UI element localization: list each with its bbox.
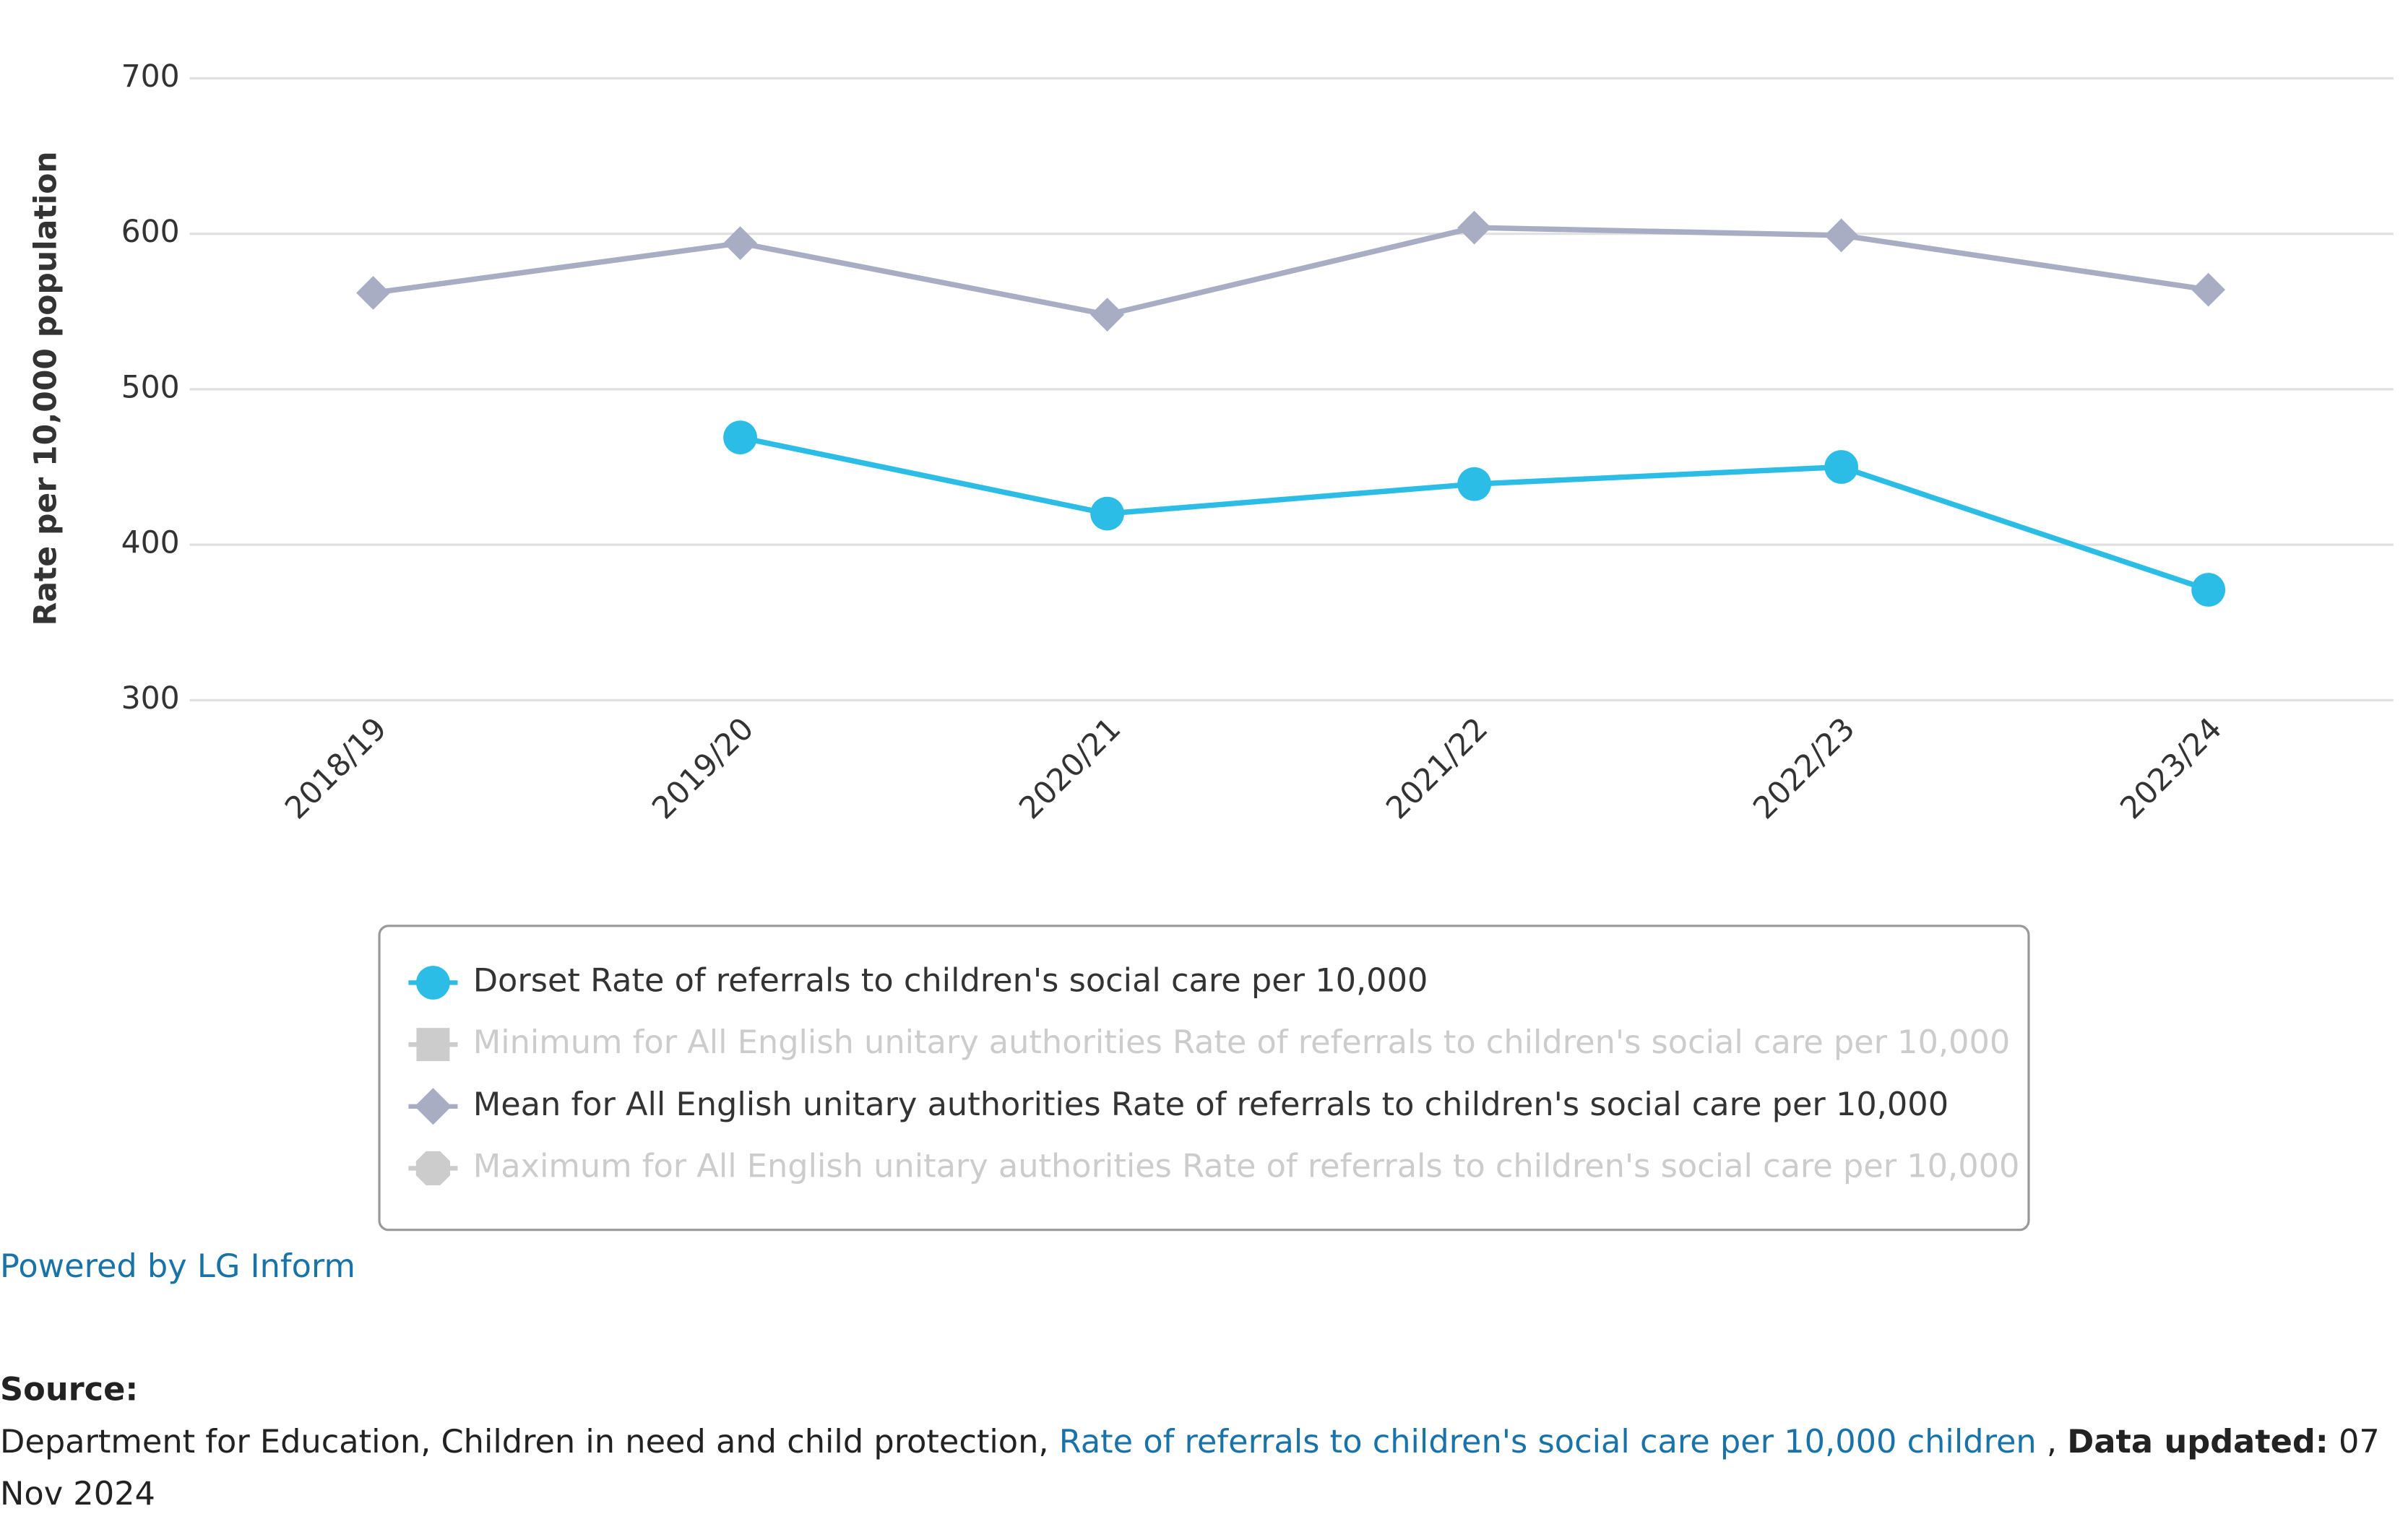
powered-by-link[interactable]: Powered by LG Inform: [0, 1247, 355, 1285]
data-point: [2191, 272, 2226, 307]
legend-label: Dorset Rate of referrals to children's s…: [473, 961, 1428, 999]
legend-item[interactable]: Dorset Rate of referrals to children's s…: [408, 961, 1428, 1000]
legend-box: [378, 925, 2030, 1232]
legend-marker: [414, 1088, 452, 1125]
legend-label: Mean for All English unitary authorities…: [473, 1086, 1949, 1123]
data-point: [356, 276, 390, 310]
updated-date: 07 Nov 2024: [0, 1423, 2380, 1512]
updated-label: Data updated:: [2067, 1423, 2329, 1460]
x-tick-label: 2018/19: [279, 711, 394, 826]
y-tick-label: 600: [121, 215, 180, 250]
data-point: [1457, 467, 1491, 501]
y-axis-label: Rate per 10,000 population: [28, 151, 64, 626]
legend-marker: [416, 1028, 450, 1062]
footer: Source: Department for Education, Childr…: [0, 1371, 2380, 1512]
y-tick-label: 300: [121, 681, 180, 717]
data-point: [1824, 450, 1859, 484]
x-tick-label: 2022/23: [1747, 711, 1862, 826]
footer-text: Source: Department for Education, Childr…: [0, 1371, 2380, 1512]
x-tick-label: 2021/22: [1380, 711, 1495, 826]
legend-marker: [415, 1151, 451, 1186]
source-link[interactable]: Rate of referrals to children's social c…: [1058, 1423, 2037, 1460]
series-line: [739, 434, 2209, 593]
x-tick-label: 2020/21: [1013, 711, 1128, 826]
data-point: [723, 226, 757, 260]
y-tick-label: 400: [121, 526, 180, 561]
legend-item[interactable]: Mean for All English unitary authorities…: [408, 1086, 1949, 1125]
legend-marker: [416, 966, 450, 1000]
y-tick-label: 700: [121, 59, 180, 95]
data-point: [1090, 496, 1124, 531]
legend-label: Maximum for All English unitary authorit…: [473, 1147, 2020, 1185]
data-point: [723, 420, 757, 455]
x-tick-label: 2019/20: [646, 711, 761, 826]
source-label: Source:: [0, 1371, 139, 1408]
powered-by[interactable]: Powered by LG Inform: [0, 1247, 355, 1285]
series-line: [373, 225, 2209, 318]
x-tick-label: 2023/24: [2114, 711, 2229, 826]
data-point: [1090, 298, 1124, 332]
y-tick-label: 500: [121, 370, 180, 405]
data-point: [1457, 210, 1491, 245]
legend-label: Minimum for All English unitary authorit…: [473, 1024, 2011, 1061]
source-text: Department for Education, Children in ne…: [0, 1423, 1049, 1460]
legend-item[interactable]: Maximum for All English unitary authorit…: [408, 1147, 2020, 1186]
data-point: [2191, 573, 2226, 607]
legend-item[interactable]: Minimum for All English unitary authorit…: [408, 1024, 2010, 1061]
data-point: [1824, 218, 1859, 253]
